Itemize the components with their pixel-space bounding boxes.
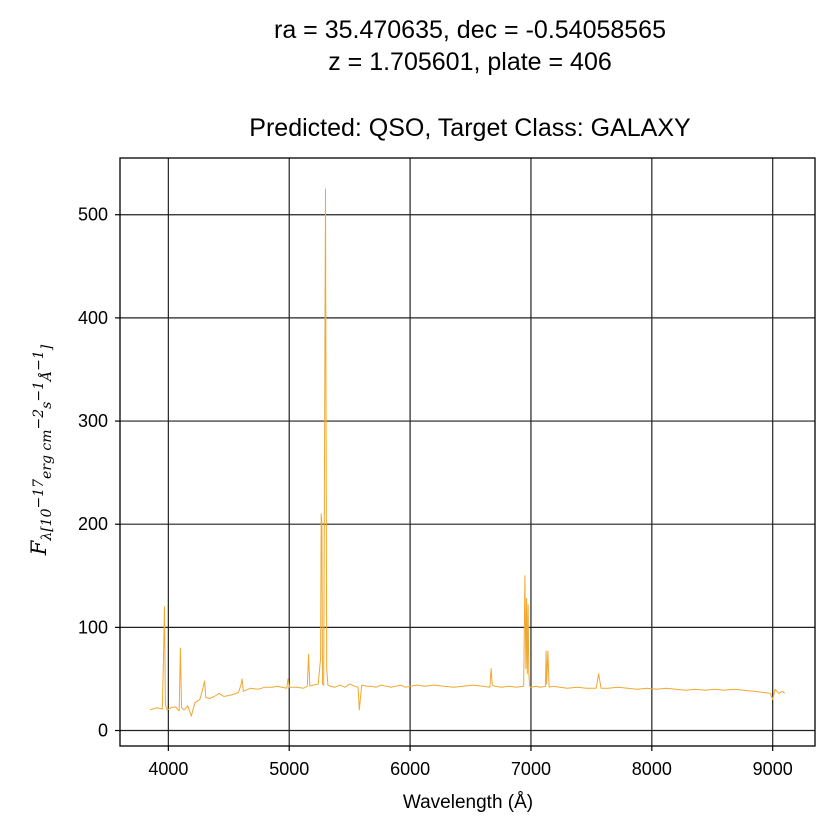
x-tick-label: 8000 [632,759,672,779]
y-tick-label: 200 [78,514,108,534]
y-tick-label: 400 [78,308,108,328]
chart-title-line-2: z = 1.705601, plate = 406 [328,48,612,76]
grid-lines [120,158,815,746]
y-tick-label: 0 [98,721,108,741]
y-tick-label: 500 [78,205,108,225]
x-tick-label: 5000 [269,759,309,779]
spectrum-line [150,188,786,717]
x-tick-label: 9000 [753,759,793,779]
chart-title-line-1: ra = 35.470635, dec = -0.54058565 [274,16,666,44]
chart-subtitle: Predicted: QSO, Target Class: GALAXY [249,114,691,142]
x-axis-ticks: 4000 5000 6000 7000 8000 9000 [148,746,793,779]
spectrum-series [150,188,786,717]
y-tick-label: 300 [78,411,108,431]
y-axis-label: Fλ[10−17erg cm−2s−1Å−1] [27,344,55,556]
y-axis-ticks: 0 100 200 300 400 500 [78,205,120,741]
x-tick-label: 7000 [511,759,551,779]
plot-frame [119,157,816,747]
x-axis-label: Wavelength (Å) [403,792,533,813]
x-tick-label: 6000 [390,759,430,779]
y-tick-label: 100 [78,617,108,637]
x-tick-label: 4000 [148,759,188,779]
